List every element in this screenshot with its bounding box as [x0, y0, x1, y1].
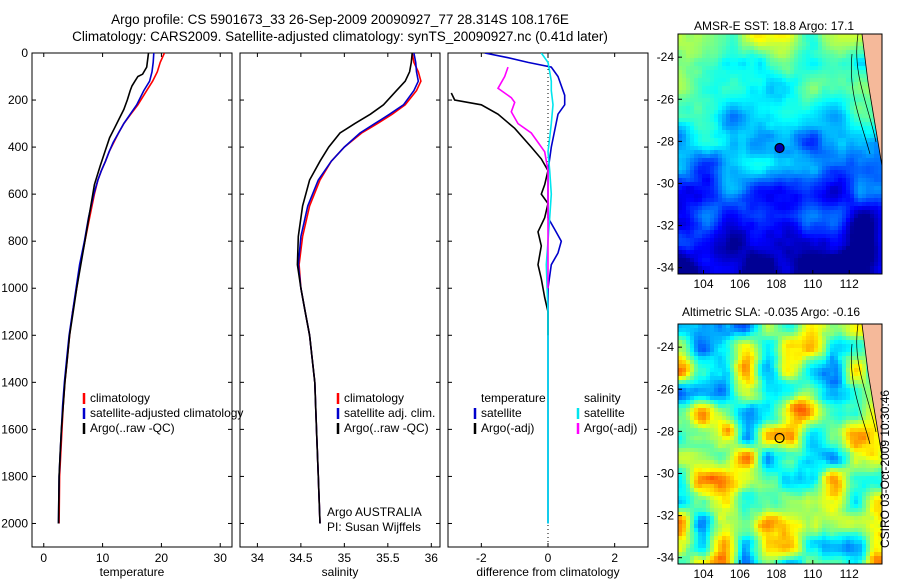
profile-panel-1: 0 10 20 30 temperature 0 200 400 600 800 1000 1200 1…: [1, 46, 233, 579]
profile-panel-2: 34 34.5 35 35.5 36 salinity: [239, 52, 441, 579]
map-x-tick-label: 108: [766, 277, 786, 290]
series-line-3: [540, 53, 554, 524]
map-x-tick-label: 110: [803, 277, 822, 290]
series-line-3: [296, 53, 413, 524]
y-tick-label: 1200: [1, 328, 28, 342]
bathymetry-contour: [850, 33, 877, 155]
timestamp-stamp: CSIRO 03-Oct-2009 10:30:46: [878, 389, 892, 548]
x-axis-label: temperature: [100, 565, 165, 579]
y-tick-label: 200: [8, 93, 28, 107]
y-tick-label: 1400: [1, 375, 28, 389]
map-y-tick-label: -34: [657, 261, 675, 275]
map-y-tick-label: -26: [657, 382, 675, 396]
annotation-line1: Argo AUSTRALIA: [327, 505, 422, 519]
map-x-tick-label: 112: [840, 567, 859, 580]
series-line-4: [496, 66, 549, 289]
x-tick-label: 20: [155, 551, 169, 565]
legend-label: climatology: [90, 391, 150, 405]
x-tick-label: -2: [476, 551, 487, 565]
x-tick-label: 0: [40, 551, 47, 565]
map-y-tick-label: -34: [657, 551, 675, 565]
map-x-tick-label: 104: [693, 277, 713, 290]
map-y-tick-label: -24: [657, 50, 675, 64]
figure-title-line2: Climatology: CARS2009. Satellite-adjuste…: [72, 29, 608, 44]
legend-label: salinity: [584, 391, 621, 405]
map-y-tick-label: -32: [657, 219, 675, 233]
legend-label: satellite: [584, 406, 625, 420]
map-y-tick-label: -30: [657, 176, 675, 190]
float-position-marker: [774, 432, 785, 444]
annotation-line2: PI: Susan Wijffels: [327, 520, 421, 534]
profile-plots: 0 10 20 30temperature0200400600800100012001…: [1, 46, 649, 579]
x-tick-label: 35: [338, 551, 352, 565]
y-tick-label: 1800: [1, 469, 28, 483]
map-x-tick-label: 112: [840, 277, 859, 290]
legend-label: Argo(..raw -QC): [90, 421, 175, 435]
sla-map-title: Altimetric SLA: -0.035 Argo: -0.16: [682, 305, 861, 319]
legend-label: satellite: [481, 406, 522, 420]
y-tick-label: 400: [8, 140, 28, 154]
series-line-2: [297, 53, 420, 524]
x-tick-label: 35.5: [376, 551, 400, 565]
map-frame: [677, 33, 883, 275]
sla-map: Altimetric SLA: -0.035 Argo: -0.16 104 10…: [632, 290, 900, 580]
series-line-1: [58, 53, 166, 524]
map-y-tick-label: -28: [657, 424, 675, 438]
y-tick-label: 800: [8, 234, 28, 248]
series-line-2: [57, 53, 155, 524]
sst-field: [678, 34, 882, 274]
bathymetry-contour: [850, 323, 877, 445]
x-tick-label: 36: [425, 551, 439, 565]
y-tick-label: 2000: [1, 516, 28, 530]
x-tick-label: 30: [214, 551, 228, 565]
sla-field: [678, 324, 882, 564]
legend-label: Argo(-adj): [584, 421, 637, 435]
x-tick-label: 34: [251, 551, 265, 565]
x-axis-label: difference from climatology: [476, 565, 619, 579]
float-position-marker: [774, 142, 785, 154]
map-x-tick-label: 106: [730, 567, 750, 580]
sst-map: AMSR-E SST: 18.8 Argo: 17.1 104 106 108 110…: [632, 0, 900, 290]
x-tick-label: 34.5: [289, 551, 313, 565]
legend-label: Argo(-adj): [481, 421, 534, 435]
map-x-tick-label: 108: [766, 567, 786, 580]
map-y-tick-label: -28: [657, 134, 675, 148]
x-tick-label: 0: [545, 551, 552, 565]
figure-title-line1: Argo profile: CS 5901673_33 26-Sep-2009 …: [111, 12, 569, 27]
series-line-3: [57, 53, 150, 524]
x-tick-label: 10: [96, 551, 110, 565]
panel-frame: [239, 52, 441, 548]
panel-frame: [31, 52, 233, 548]
map-y-tick-label: -32: [657, 509, 675, 523]
map-y-tick-label: -24: [657, 340, 675, 354]
series-line-2: [450, 92, 549, 336]
legend-label: satellite-adjusted climatology: [90, 406, 243, 420]
map-y-tick-label: -26: [657, 92, 675, 106]
map-y-tick-label: -30: [657, 466, 675, 480]
legend-label: climatology: [344, 391, 404, 405]
map-frame: [677, 323, 883, 565]
y-tick-label: 1000: [1, 281, 28, 295]
legend-label: Argo(..raw -QC): [344, 421, 429, 435]
y-tick-label: 1600: [1, 422, 28, 436]
y-tick-label: 0: [21, 46, 28, 60]
x-axis-label: salinity: [322, 565, 359, 579]
map-x-tick-label: 110: [803, 567, 822, 580]
y-tick-label: 600: [8, 187, 28, 201]
map-x-tick-label: 104: [693, 567, 713, 580]
legend-label: temperature: [481, 391, 546, 405]
series-line-1: [484, 53, 566, 524]
map-x-tick-label: 106: [730, 277, 750, 290]
x-tick-label: 2: [611, 551, 618, 565]
legend-label: satellite adj. clim.: [344, 406, 435, 420]
sst-map-title: AMSR-E SST: 18.8 Argo: 17.1: [694, 19, 855, 33]
